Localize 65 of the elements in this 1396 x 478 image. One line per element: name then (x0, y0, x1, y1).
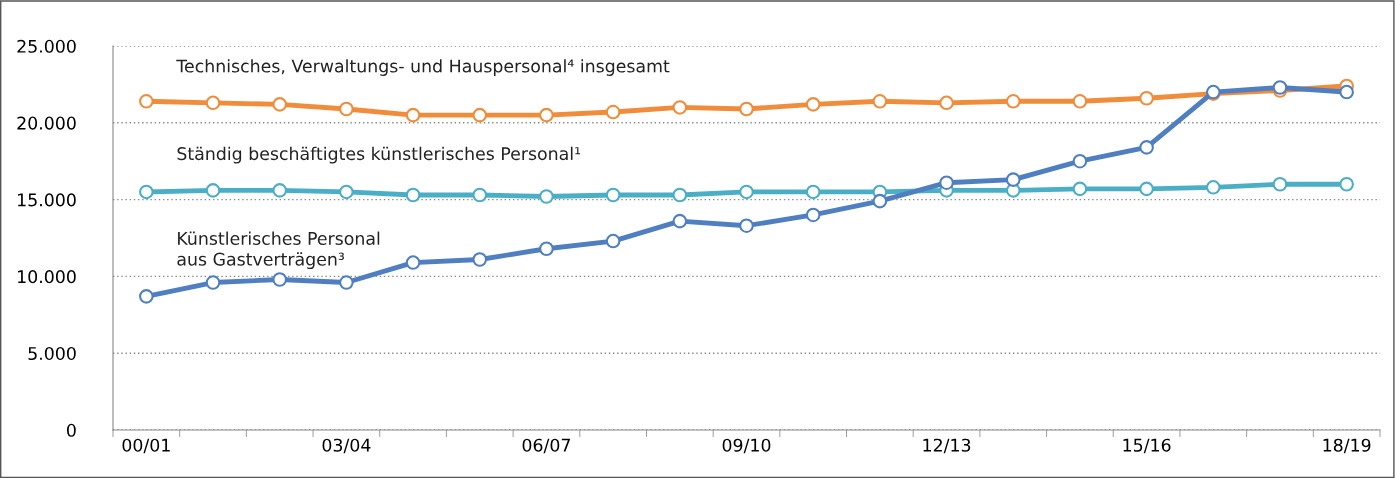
point (1139, 140, 1154, 155)
point (805, 184, 821, 200)
point (805, 207, 821, 223)
point (539, 241, 554, 257)
point (672, 187, 688, 203)
point (1005, 172, 1021, 187)
series-label: Technisches, Verwaltungs- und Hauspersonal⁴ insgesamt (176, 59, 670, 76)
point (872, 193, 888, 209)
y-tick-label: 20.000 (17, 116, 76, 130)
point (1272, 176, 1288, 192)
y-tick-label: 25.000 (17, 39, 76, 53)
point (472, 187, 488, 203)
point (405, 187, 421, 203)
point (205, 275, 221, 290)
point (139, 184, 154, 200)
series-label: Ständig beschäftigtes künstlerisches Personal¹ (177, 146, 581, 164)
x-tick-label: 12/13 (923, 438, 971, 454)
point (739, 218, 754, 233)
point (339, 275, 354, 290)
y-tick-label: 15.000 (18, 193, 76, 207)
point (205, 95, 221, 111)
series-label: Künstlerisches Personal aus Gastverträgen³ (177, 231, 380, 270)
point (1339, 176, 1354, 192)
point (539, 107, 554, 123)
point (405, 255, 421, 270)
point (605, 104, 621, 120)
x-tick-label: 15/16 (1123, 438, 1171, 454)
point (139, 289, 154, 304)
point (872, 94, 888, 109)
y-tick-label: 10.000 (18, 270, 76, 284)
point (939, 95, 954, 111)
point (272, 183, 287, 198)
point (1139, 181, 1154, 197)
point (405, 107, 421, 123)
point (1072, 181, 1088, 197)
point (272, 97, 287, 112)
point (939, 175, 954, 190)
point (605, 187, 621, 203)
y-tick-label: 5.000 (28, 346, 76, 361)
x-tick-label: 06/07 (522, 438, 570, 454)
point (605, 233, 621, 249)
point (739, 184, 754, 200)
point (805, 97, 821, 112)
x-tick-label: 03/04 (322, 438, 371, 454)
x-tick-label: 09/10 (722, 438, 771, 454)
x-tick-label: 18/19 (1323, 438, 1371, 454)
point (272, 272, 287, 287)
point (739, 101, 754, 117)
point (339, 184, 354, 200)
point (139, 94, 154, 109)
point (1206, 180, 1221, 195)
point (472, 107, 488, 123)
point (472, 252, 488, 267)
point (1005, 94, 1021, 109)
point (1339, 84, 1354, 100)
point (672, 213, 688, 229)
point (339, 101, 354, 117)
point (1072, 153, 1088, 169)
x-tick-label: 00/01 (122, 438, 170, 454)
point (539, 189, 554, 204)
y-tick-label: 0 (66, 423, 76, 437)
point (1139, 90, 1154, 106)
point (672, 100, 688, 115)
point (205, 183, 221, 198)
point (1072, 94, 1088, 109)
